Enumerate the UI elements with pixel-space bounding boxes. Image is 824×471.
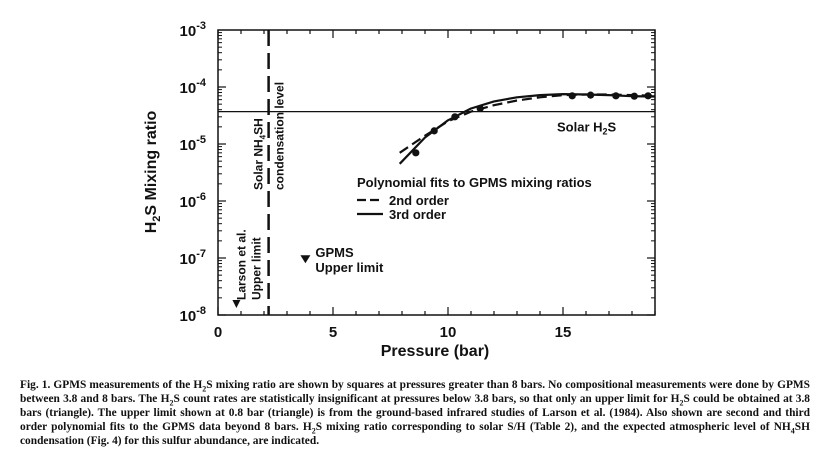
legend-label-2nd-order: 2nd order bbox=[389, 193, 449, 208]
caption-lead: Fig. 1. bbox=[20, 379, 51, 391]
measurement-point bbox=[644, 92, 652, 100]
measurement-point bbox=[430, 127, 438, 135]
larson-label-line1: Larson et al. bbox=[234, 229, 248, 300]
y-tick-label: 10-4 bbox=[180, 77, 207, 97]
solar-h2s-label: Solar H2S bbox=[557, 120, 617, 137]
measurement-point bbox=[587, 91, 595, 99]
series-2-line bbox=[398, 93, 656, 165]
y-tick-label: 10-8 bbox=[180, 305, 206, 325]
measurement-point bbox=[412, 149, 420, 157]
legend-label-3rd-order: 3rd order bbox=[389, 207, 446, 222]
x-tick-label: 0 bbox=[214, 324, 222, 341]
measurement-point bbox=[612, 92, 620, 100]
larson-upper-limit-marker bbox=[232, 299, 241, 308]
nh4sh-label-line2: condensation level bbox=[273, 82, 287, 190]
y-tick-label: 10-3 bbox=[180, 20, 206, 40]
x-tick-label: 10 bbox=[440, 324, 457, 341]
nh4sh-label-line1: Solar NH4SH bbox=[252, 118, 268, 190]
y-tick-label: 10-7 bbox=[180, 248, 206, 268]
y-tick-label: 10-5 bbox=[180, 134, 206, 154]
measurement-point bbox=[451, 113, 459, 121]
x-axis-label: Pressure (bar) bbox=[381, 343, 490, 360]
measurement-point bbox=[568, 92, 576, 100]
y-axis-label: H2S Mixing ratio bbox=[143, 110, 163, 233]
caption-subscript: 4 bbox=[790, 426, 795, 436]
x-tick-label: 5 bbox=[329, 324, 337, 341]
measurement-point bbox=[476, 104, 484, 113]
h2s-mixing-ratio-chart: 0 5 10 15 10-8 10-7 10-6 10-5 10-4 10-3 H2S Mixing… bbox=[143, 20, 656, 360]
caption-subscript: 2 bbox=[169, 398, 174, 408]
caption-subscript: 2 bbox=[311, 426, 316, 436]
measurement-point bbox=[630, 92, 638, 100]
figure-caption: Fig. 1. GPMS measurements of the H2S mix… bbox=[20, 378, 810, 448]
caption-text: SH condensation (Fig. 4) for this sulfur… bbox=[20, 421, 810, 447]
gpms-label-line1: GPMS bbox=[315, 245, 354, 260]
larson-label-line2: Upper limit bbox=[249, 237, 263, 300]
caption-text: S mixing ratio corresponding to solar S/… bbox=[315, 421, 791, 433]
series-1-line bbox=[399, 93, 656, 154]
caption-text: GPMS measurements of the H bbox=[50, 379, 203, 391]
plot-frame bbox=[217, 29, 656, 316]
x-tick-label: 15 bbox=[555, 324, 572, 341]
caption-subscript: 2 bbox=[202, 384, 207, 394]
caption-subscript: 2 bbox=[679, 398, 684, 408]
caption-text: S could be obtained at 3.8 bars (triangl… bbox=[20, 393, 811, 433]
gpms-upper-limit-marker bbox=[300, 255, 311, 264]
y-tick-label: 10-6 bbox=[180, 191, 206, 211]
caption-text: S mixing ratio are shown by squares at p… bbox=[20, 379, 810, 405]
caption-text: S count rates are statistically insignif… bbox=[173, 393, 680, 405]
gpms-label-line2: Upper limit bbox=[315, 260, 384, 275]
legend-title: Polynomial fits to GPMS mixing ratios bbox=[357, 175, 592, 190]
